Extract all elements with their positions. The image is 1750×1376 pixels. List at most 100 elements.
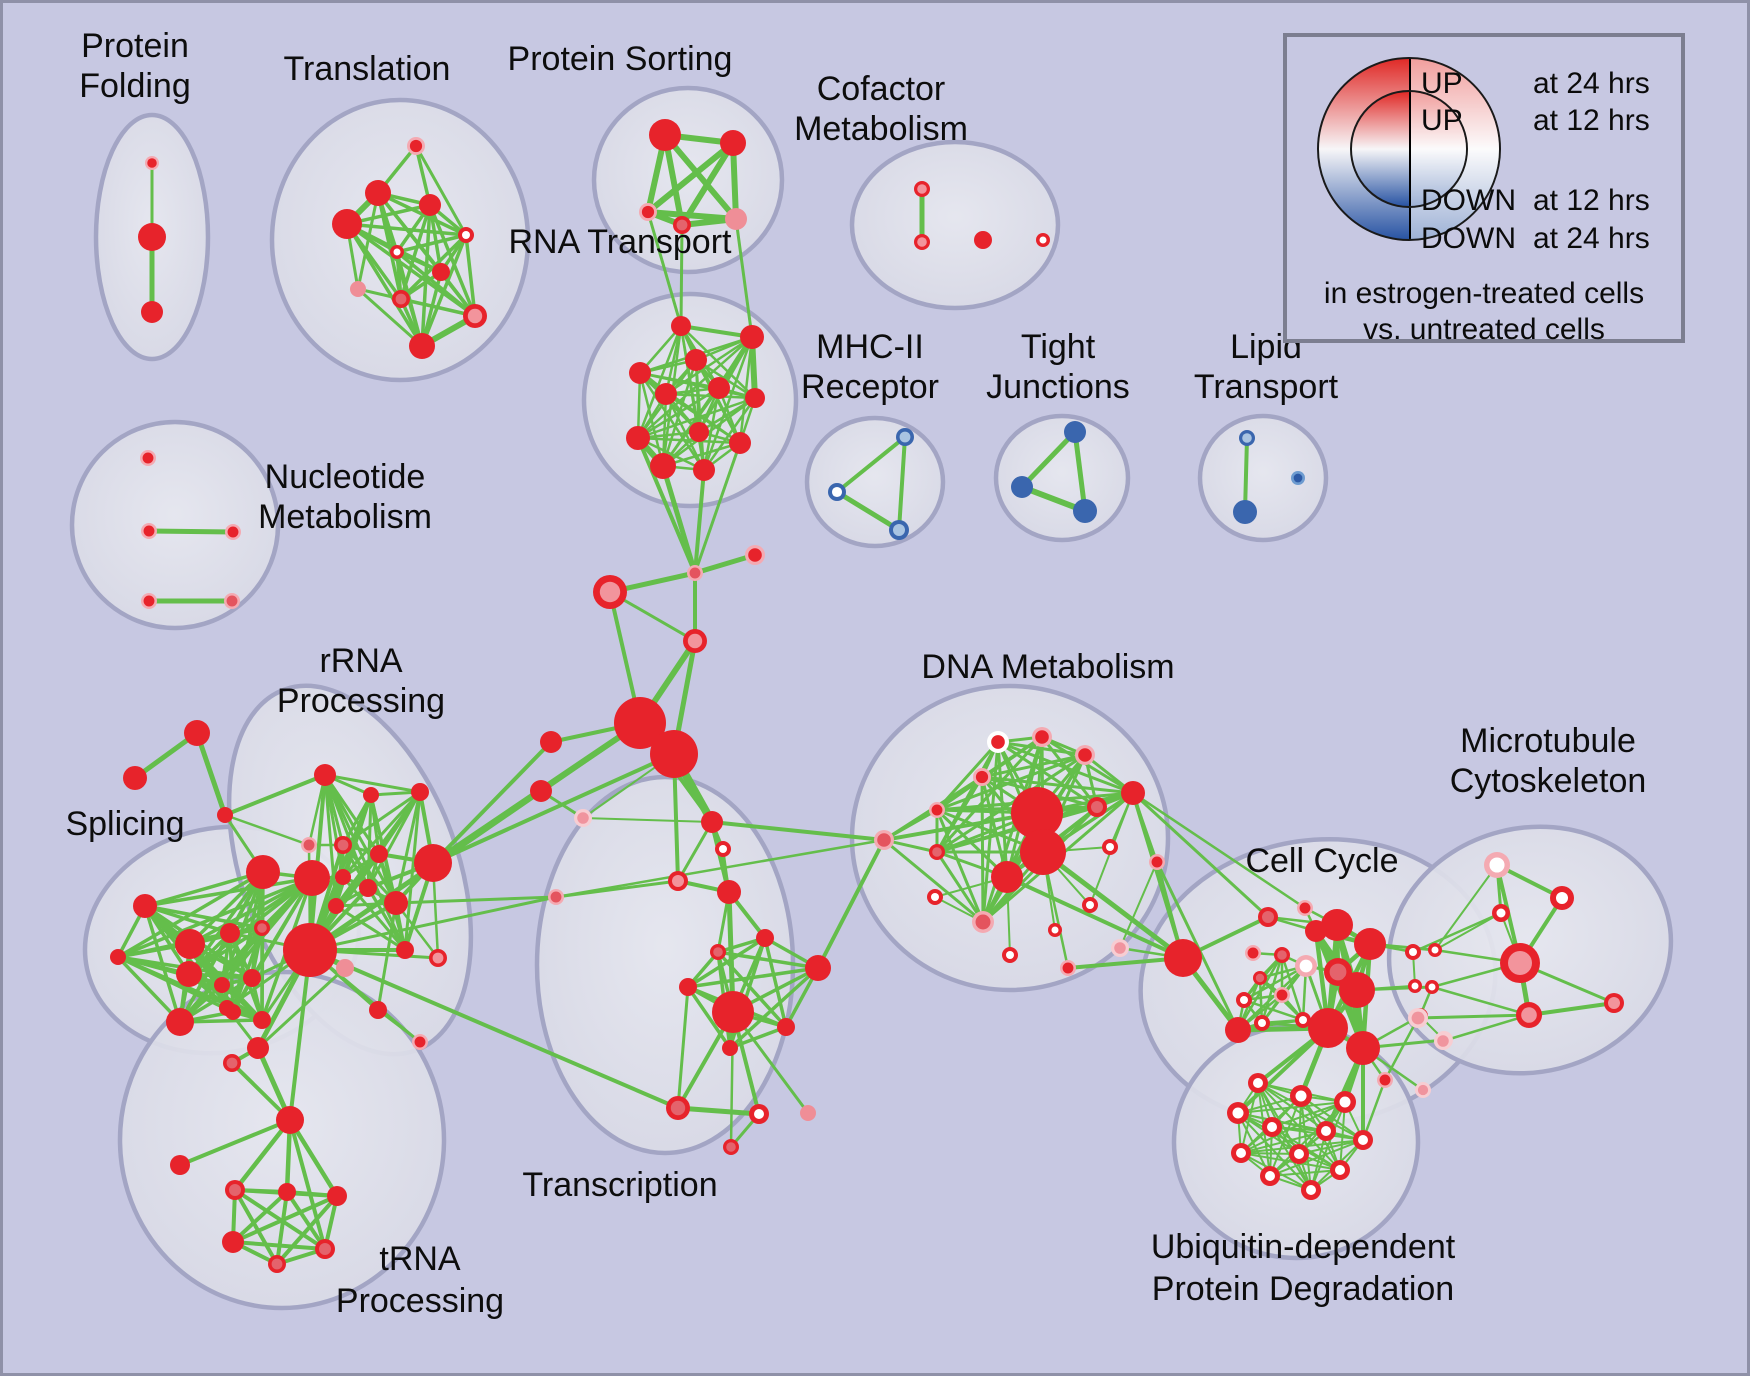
node-tj2[interactable] [1011,476,1033,498]
node-q17[interactable] [412,1034,428,1050]
node-tq0[interactable] [701,811,723,833]
node-sp3[interactable] [133,894,157,918]
node-g2[interactable] [1297,900,1313,916]
node-x2[interactable] [745,545,765,565]
node-ccL[interactable] [1225,1017,1251,1043]
node-t1[interactable] [407,137,425,155]
node-dmL[interactable] [874,830,894,850]
node-b8[interactable] [1231,1143,1251,1163]
node-sp8[interactable] [243,969,261,987]
node-d3[interactable] [1075,745,1095,765]
node-p4[interactable] [673,216,691,234]
node-t9[interactable] [392,290,410,308]
node-p1[interactable] [649,119,681,151]
node-tn4[interactable] [712,991,754,1033]
node-r11[interactable] [650,453,676,479]
node-u8[interactable] [268,1255,286,1273]
node-t10[interactable] [463,304,487,328]
node-r1[interactable] [671,316,691,336]
node-bg1[interactable] [1164,939,1202,977]
node-x3[interactable] [593,575,627,609]
node-p3[interactable] [639,203,657,221]
node-d14[interactable] [927,889,943,905]
node-d5[interactable] [929,802,945,818]
node-r8[interactable] [626,426,650,450]
node-d12[interactable] [1020,829,1066,875]
node-k1[interactable] [540,731,562,753]
node-g12[interactable] [1408,979,1422,993]
node-x1[interactable] [687,565,703,581]
node-mt2[interactable] [1550,886,1574,910]
node-sp2[interactable] [294,860,330,896]
node-q5[interactable] [334,836,352,854]
node-b10[interactable] [1330,1160,1350,1180]
node-q14[interactable] [336,959,354,977]
node-pf3[interactable] [141,301,163,323]
node-g16[interactable] [1295,1012,1311,1028]
node-g10[interactable] [1253,971,1267,985]
node-sp6[interactable] [175,929,205,959]
node-u4[interactable] [278,1183,296,1201]
node-x4[interactable] [683,629,707,653]
node-d19[interactable] [1060,960,1076,976]
node-u7[interactable] [315,1239,335,1259]
node-mt6[interactable] [1425,980,1439,994]
node-mh1[interactable] [896,428,914,446]
node-c2[interactable] [914,234,930,250]
node-r7[interactable] [745,388,765,408]
node-b11[interactable] [1260,1166,1280,1186]
node-k4[interactable] [548,889,564,905]
node-q3[interactable] [411,783,429,801]
node-m4[interactable] [141,593,157,609]
node-q9[interactable] [359,879,377,897]
node-t2[interactable] [365,180,391,206]
node-mt10[interactable] [1434,1032,1452,1050]
node-d16[interactable] [1082,897,1098,913]
node-tj3[interactable] [1073,499,1097,523]
node-k2[interactable] [530,780,552,802]
node-d13[interactable] [991,861,1023,893]
node-mt1[interactable] [1484,852,1510,878]
node-tn10[interactable] [800,1105,816,1121]
node-u6[interactable] [222,1231,244,1253]
node-t3[interactable] [419,194,441,216]
node-mt3[interactable] [1492,904,1510,922]
node-d11[interactable] [1011,787,1063,839]
node-c1[interactable] [914,181,930,197]
node-tq2[interactable] [717,880,741,904]
node-d18[interactable] [1048,923,1062,937]
node-g6[interactable] [1245,945,1261,961]
node-p5[interactable] [725,208,747,230]
node-b5[interactable] [1262,1117,1282,1137]
node-t7[interactable] [432,263,450,281]
node-tn3[interactable] [679,978,697,996]
node-sp7[interactable] [176,961,202,987]
node-r12[interactable] [693,459,715,481]
node-mt5[interactable] [1500,943,1540,983]
node-g23[interactable] [1377,1072,1393,1088]
node-d7[interactable] [1087,797,1107,817]
node-q7[interactable] [414,844,452,882]
node-tn5[interactable] [805,955,831,981]
node-b2[interactable] [1290,1085,1312,1107]
node-m5[interactable] [224,593,240,609]
node-tn9[interactable] [749,1104,769,1124]
node-q12[interactable] [283,923,337,977]
node-q2[interactable] [363,787,379,803]
node-t11[interactable] [409,333,435,359]
node-b7[interactable] [1353,1130,1373,1150]
node-q15[interactable] [396,941,414,959]
node-q10[interactable] [384,891,408,915]
node-mt7[interactable] [1516,1002,1542,1028]
node-mt4[interactable] [1428,943,1442,957]
node-r3[interactable] [685,349,707,371]
node-g8[interactable] [1295,955,1317,977]
node-q1[interactable] [314,764,336,786]
node-lt2[interactable] [1233,500,1257,524]
node-sp10[interactable] [166,1008,194,1036]
node-q4[interactable] [301,837,317,853]
node-mh3[interactable] [889,520,909,540]
node-h1[interactable] [614,697,666,749]
node-c4[interactable] [1036,233,1050,247]
node-q13[interactable] [429,949,447,967]
